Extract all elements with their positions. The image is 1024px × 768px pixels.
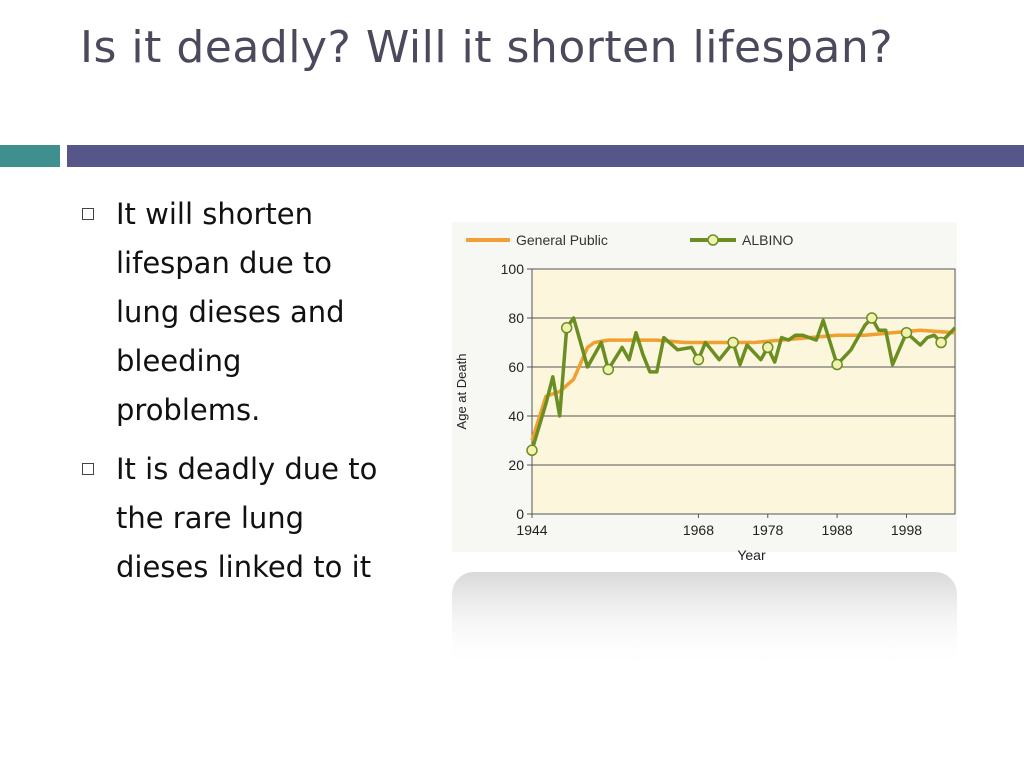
x-tick-label: 1978 — [752, 522, 783, 538]
plot-area — [531, 268, 956, 515]
bullet-list: It will shorten lifespan due to lung die… — [80, 190, 390, 602]
x-tick-label: 1988 — [822, 522, 853, 538]
square-bullet-icon — [82, 208, 94, 220]
slide-title: Is it deadly? Will it shorten lifespan? — [80, 22, 894, 73]
bullet-text: It is deadly due to the rare lung dieses… — [116, 452, 378, 584]
square-bullet-icon — [82, 463, 94, 475]
bullet-item: It is deadly due to the rare lung dieses… — [80, 445, 390, 592]
y-tick-label: 40 — [508, 408, 524, 424]
lifespan-chart: 0 20 40 60 80 100 1944 1968 1978 1988 1998 Year Age … — [452, 222, 957, 670]
albino-data-point — [831, 358, 843, 371]
y-tick-label: 60 — [508, 359, 524, 375]
accent-bar-navy — [67, 145, 1024, 167]
albino-data-point — [866, 312, 878, 324]
albino-data-point — [692, 353, 705, 366]
legend-label-albino: ALBINO — [742, 232, 793, 248]
chart-reflection — [452, 572, 957, 670]
legend-label-general-public: General Public — [516, 232, 608, 248]
y-tick-label: 100 — [501, 261, 525, 277]
y-tick-label: 0 — [516, 506, 524, 522]
series-line-albino — [530, 316, 957, 451]
chart-svg: 0 20 40 60 80 100 1944 1968 1978 1988 1998 Year Age … — [452, 222, 957, 670]
albino-data-point — [526, 444, 538, 457]
x-tick-label: 1968 — [683, 522, 714, 538]
albino-data-point — [935, 336, 947, 349]
x-axis-title: Year — [737, 547, 766, 563]
accent-bar-teal — [0, 145, 60, 167]
x-tick-label: 1944 — [516, 522, 547, 538]
albino-data-point — [762, 341, 774, 354]
legend-marker-albino — [707, 234, 719, 246]
bullet-text: It will shorten lifespan due to lung die… — [116, 197, 345, 427]
y-axis-title: Age at Death — [454, 354, 469, 430]
y-tick-label: 80 — [508, 310, 524, 326]
albino-data-point — [900, 326, 913, 339]
y-tick-label: 20 — [508, 457, 524, 473]
x-tick-label: 1998 — [891, 522, 922, 538]
bullet-item: It will shorten lifespan due to lung die… — [80, 190, 390, 435]
albino-data-point — [727, 336, 739, 349]
albino-data-point — [560, 322, 573, 334]
albino-data-point — [602, 363, 615, 376]
